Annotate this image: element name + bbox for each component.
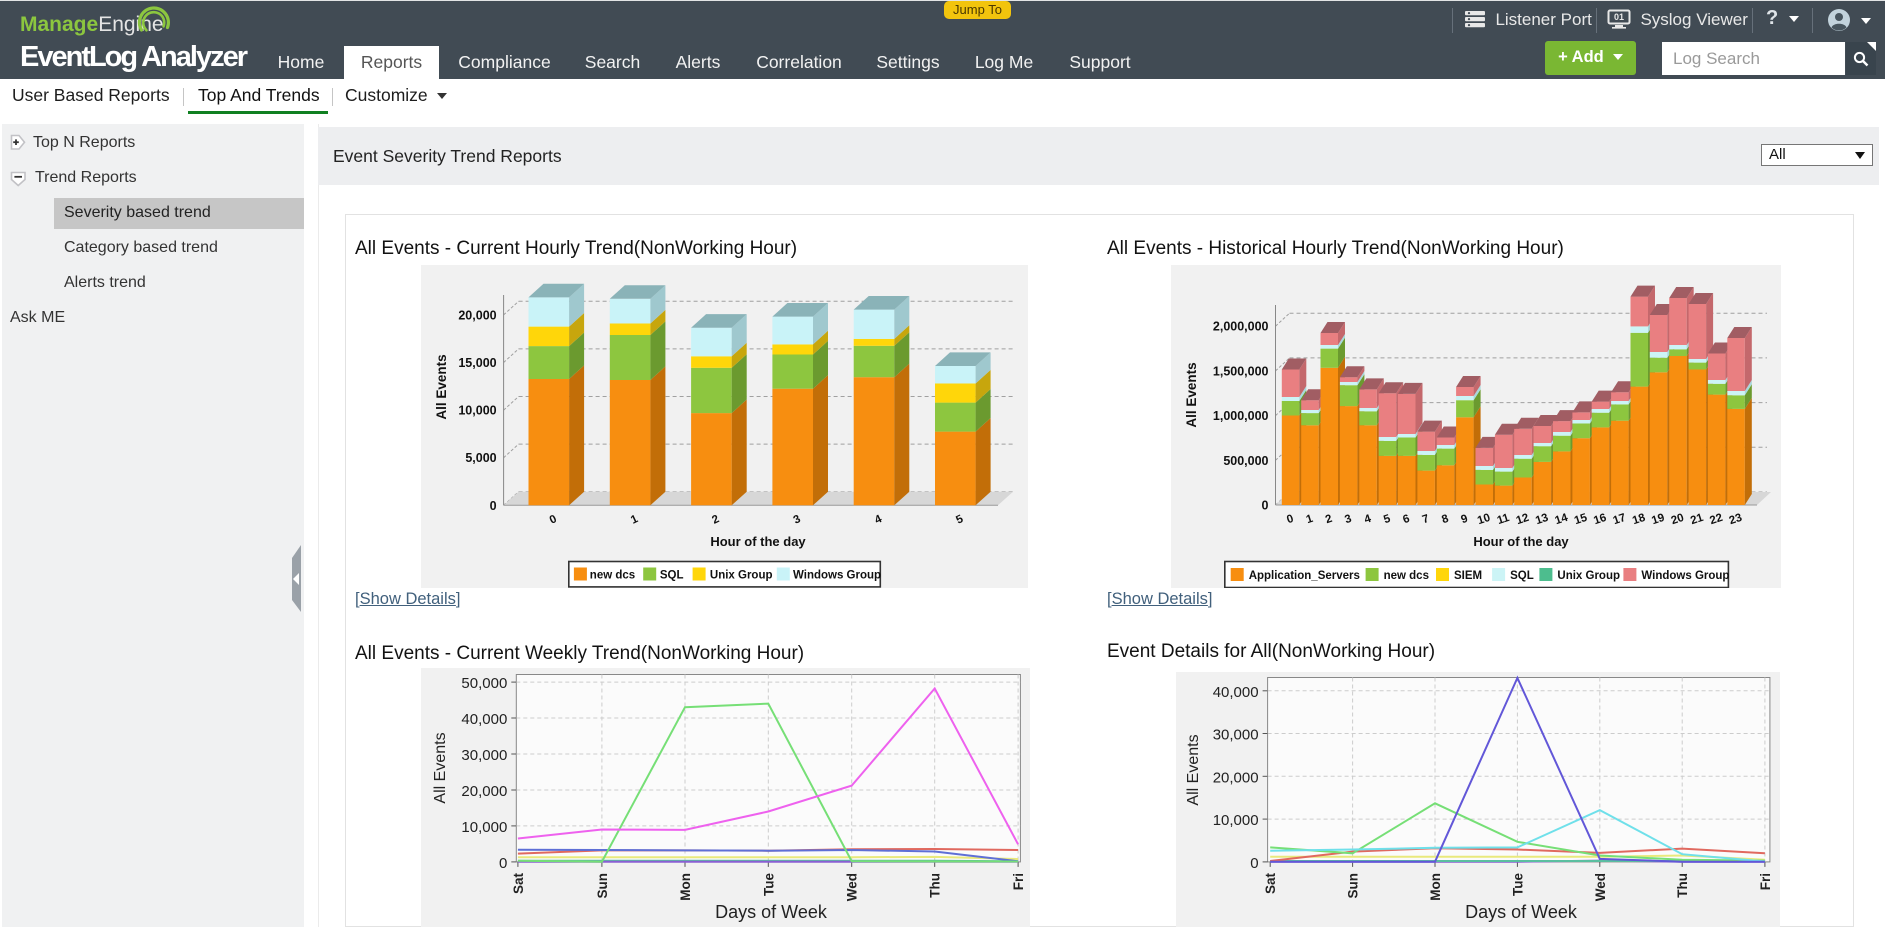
svg-text:0: 0 [1262,499,1269,513]
svg-text:10: 10 [1476,512,1492,527]
svg-text:3: 3 [792,513,803,527]
svg-text:0: 0 [1250,855,1258,872]
svg-text:4: 4 [1363,513,1373,527]
svg-text:30,000: 30,000 [1213,727,1259,744]
svg-text:Days of Week: Days of Week [715,902,828,922]
svg-text:Unix Group: Unix Group [1557,570,1620,582]
svg-text:Fri: Fri [1011,873,1026,890]
svg-text:All Events: All Events [432,732,449,803]
svg-text:0: 0 [548,513,559,527]
svg-text:0: 0 [490,499,497,513]
svg-text:SQL: SQL [1510,570,1534,582]
svg-text:23: 23 [1728,512,1744,527]
svg-text:Unix Group: Unix Group [710,570,773,582]
svg-text:3: 3 [1343,513,1353,526]
svg-text:new dcs: new dcs [590,570,635,582]
svg-text:20: 20 [1670,512,1686,527]
svg-text:1: 1 [1305,513,1315,527]
svg-text:14: 14 [1553,512,1569,528]
svg-text:SIEM: SIEM [1454,570,1482,582]
svg-text:8: 8 [1440,513,1450,527]
svg-text:Hour of the day: Hour of the day [710,534,806,549]
svg-text:2: 2 [1324,513,1334,526]
svg-text:Tue: Tue [1510,873,1525,896]
svg-text:Sun: Sun [1346,873,1361,899]
svg-text:50,000: 50,000 [461,675,507,692]
svg-text:40,000: 40,000 [1213,684,1259,701]
svg-text:15,000: 15,000 [458,356,496,370]
svg-text:1,500,000: 1,500,000 [1213,364,1269,378]
svg-text:Days of Week: Days of Week [1465,902,1578,922]
svg-text:SQL: SQL [660,570,684,582]
svg-text:500,000: 500,000 [1223,454,1268,468]
svg-text:10,000: 10,000 [1213,812,1259,829]
svg-text:Windows Group: Windows Group [1641,570,1729,582]
svg-text:20,000: 20,000 [461,783,507,800]
svg-text:All Events: All Events [1184,362,1199,427]
svg-text:Thu: Thu [1675,873,1690,898]
svg-text:13: 13 [1534,512,1550,527]
svg-text:7: 7 [1421,513,1431,526]
svg-text:20,000: 20,000 [458,308,496,322]
svg-text:Thu: Thu [928,873,943,898]
svg-text:2: 2 [710,513,721,527]
svg-text:Wed: Wed [845,873,860,901]
svg-text:Windows Group: Windows Group [793,570,881,582]
svg-text:4: 4 [873,513,884,527]
svg-text:Hour of the day: Hour of the day [1473,534,1569,549]
svg-text:1,000,000: 1,000,000 [1213,409,1269,423]
svg-text:Sun: Sun [595,873,610,899]
svg-text:5: 5 [954,513,965,527]
svg-text:2,000,000: 2,000,000 [1213,320,1269,334]
svg-text:10,000: 10,000 [458,404,496,418]
svg-text:30,000: 30,000 [461,747,507,764]
svg-text:Sat: Sat [511,873,526,895]
svg-text:9: 9 [1460,513,1470,526]
svg-text:Tue: Tue [761,873,776,896]
svg-text:18: 18 [1631,512,1647,528]
svg-text:5: 5 [1382,513,1392,527]
svg-text:17: 17 [1612,512,1628,527]
svg-text:20,000: 20,000 [1213,769,1259,786]
svg-text:Mon: Mon [678,873,693,901]
svg-text:22: 22 [1708,512,1724,527]
svg-text:11: 11 [1496,512,1512,527]
svg-text:Application_Servers: Application_Servers [1249,570,1360,582]
svg-text:16: 16 [1592,512,1608,527]
svg-text:5,000: 5,000 [465,451,496,465]
svg-text:40,000: 40,000 [461,711,507,728]
svg-text:1: 1 [629,513,640,527]
svg-text:15: 15 [1573,512,1589,528]
svg-text:10,000: 10,000 [461,819,507,836]
svg-text:All Events: All Events [434,354,449,419]
svg-text:21: 21 [1689,512,1705,528]
svg-text:0: 0 [1285,513,1295,526]
svg-text:All Events: All Events [1185,734,1202,805]
svg-text:Sat: Sat [1263,873,1278,895]
svg-text:Fri: Fri [1758,873,1773,890]
svg-text:0: 0 [499,855,507,872]
svg-text:Mon: Mon [1428,873,1443,901]
svg-text:19: 19 [1650,512,1666,527]
svg-text:new dcs: new dcs [1384,570,1429,582]
svg-text:Wed: Wed [1593,873,1608,901]
svg-text:6: 6 [1402,513,1412,526]
svg-text:01: 01 [1614,12,1624,22]
svg-text:12: 12 [1515,512,1531,527]
